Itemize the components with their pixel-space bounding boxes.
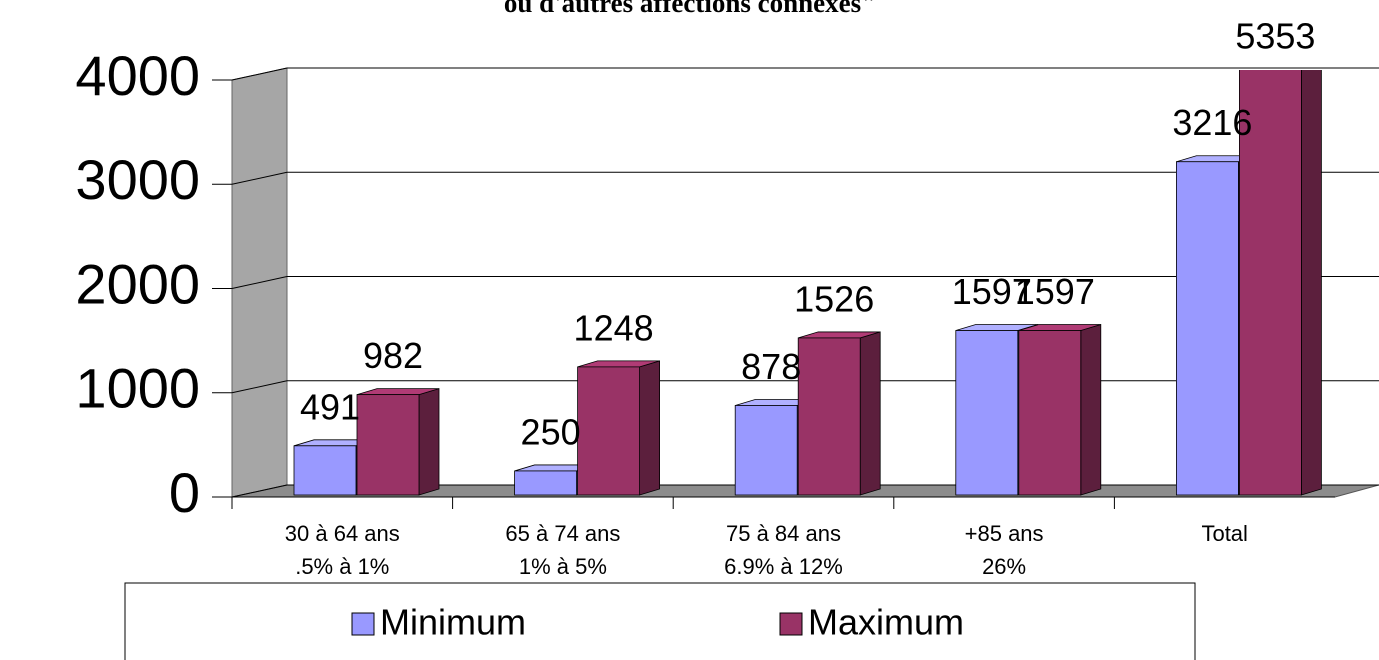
x-tick-label: .5% à 1% bbox=[295, 554, 389, 579]
value-label: 1526 bbox=[794, 278, 874, 319]
grid-line bbox=[231, 276, 288, 289]
grid-line bbox=[231, 380, 288, 394]
bar-side bbox=[639, 360, 660, 496]
value-label: 491 bbox=[300, 386, 360, 427]
x-tick-label: +85 ans bbox=[965, 521, 1044, 546]
x-tick-label: 75 à 84 ans bbox=[726, 521, 841, 546]
bar-side bbox=[418, 388, 440, 496]
legend-swatch bbox=[351, 612, 375, 636]
bar bbox=[955, 330, 1019, 496]
value-label: 1597 bbox=[952, 271, 1032, 312]
legend-box bbox=[124, 582, 1196, 660]
y-tick-label: 0 bbox=[169, 461, 200, 524]
legend-swatch bbox=[779, 612, 803, 636]
bar bbox=[1239, 70, 1302, 496]
grid-line bbox=[231, 67, 288, 81]
bar bbox=[577, 366, 640, 496]
x-tick-label: 30 à 64 ans bbox=[285, 521, 400, 546]
grid-line bbox=[231, 484, 288, 498]
value-label: 1597 bbox=[1015, 271, 1095, 312]
bar-side bbox=[1080, 323, 1102, 496]
grid-line bbox=[231, 171, 288, 185]
y-tick-label: 1000 bbox=[75, 357, 200, 420]
value-label: 1248 bbox=[574, 307, 654, 348]
bar bbox=[734, 405, 798, 496]
bars bbox=[293, 70, 1322, 496]
bar bbox=[797, 337, 861, 496]
x-tick-label: 1% à 5% bbox=[519, 554, 607, 579]
value-label: 5353 bbox=[1235, 16, 1315, 57]
value-label: 878 bbox=[741, 346, 801, 387]
y-tick-label: 3000 bbox=[75, 148, 200, 211]
bar-side bbox=[1301, 70, 1322, 496]
legend-label: Maximum bbox=[808, 602, 964, 643]
x-tick-label: 26% bbox=[982, 554, 1026, 579]
y-tick-label: 4000 bbox=[75, 44, 200, 107]
x-tick-label: 65 à 74 ans bbox=[505, 521, 620, 546]
legend-label: Minimum bbox=[380, 602, 526, 643]
bar bbox=[1176, 161, 1239, 496]
bar bbox=[293, 445, 357, 496]
bar-side bbox=[859, 331, 881, 496]
x-tick-label: 6.9% à 12% bbox=[724, 554, 843, 579]
y-tick-label: 2000 bbox=[75, 252, 200, 315]
chart-title: ou d'autres affections connexes" bbox=[504, 0, 876, 18]
value-label: 3216 bbox=[1172, 102, 1252, 143]
value-label: 250 bbox=[521, 411, 581, 452]
bar bbox=[356, 394, 420, 496]
bar bbox=[1018, 330, 1082, 496]
value-label: 982 bbox=[363, 335, 423, 376]
x-tick-label: Total bbox=[1201, 521, 1247, 546]
bar bbox=[514, 470, 577, 496]
